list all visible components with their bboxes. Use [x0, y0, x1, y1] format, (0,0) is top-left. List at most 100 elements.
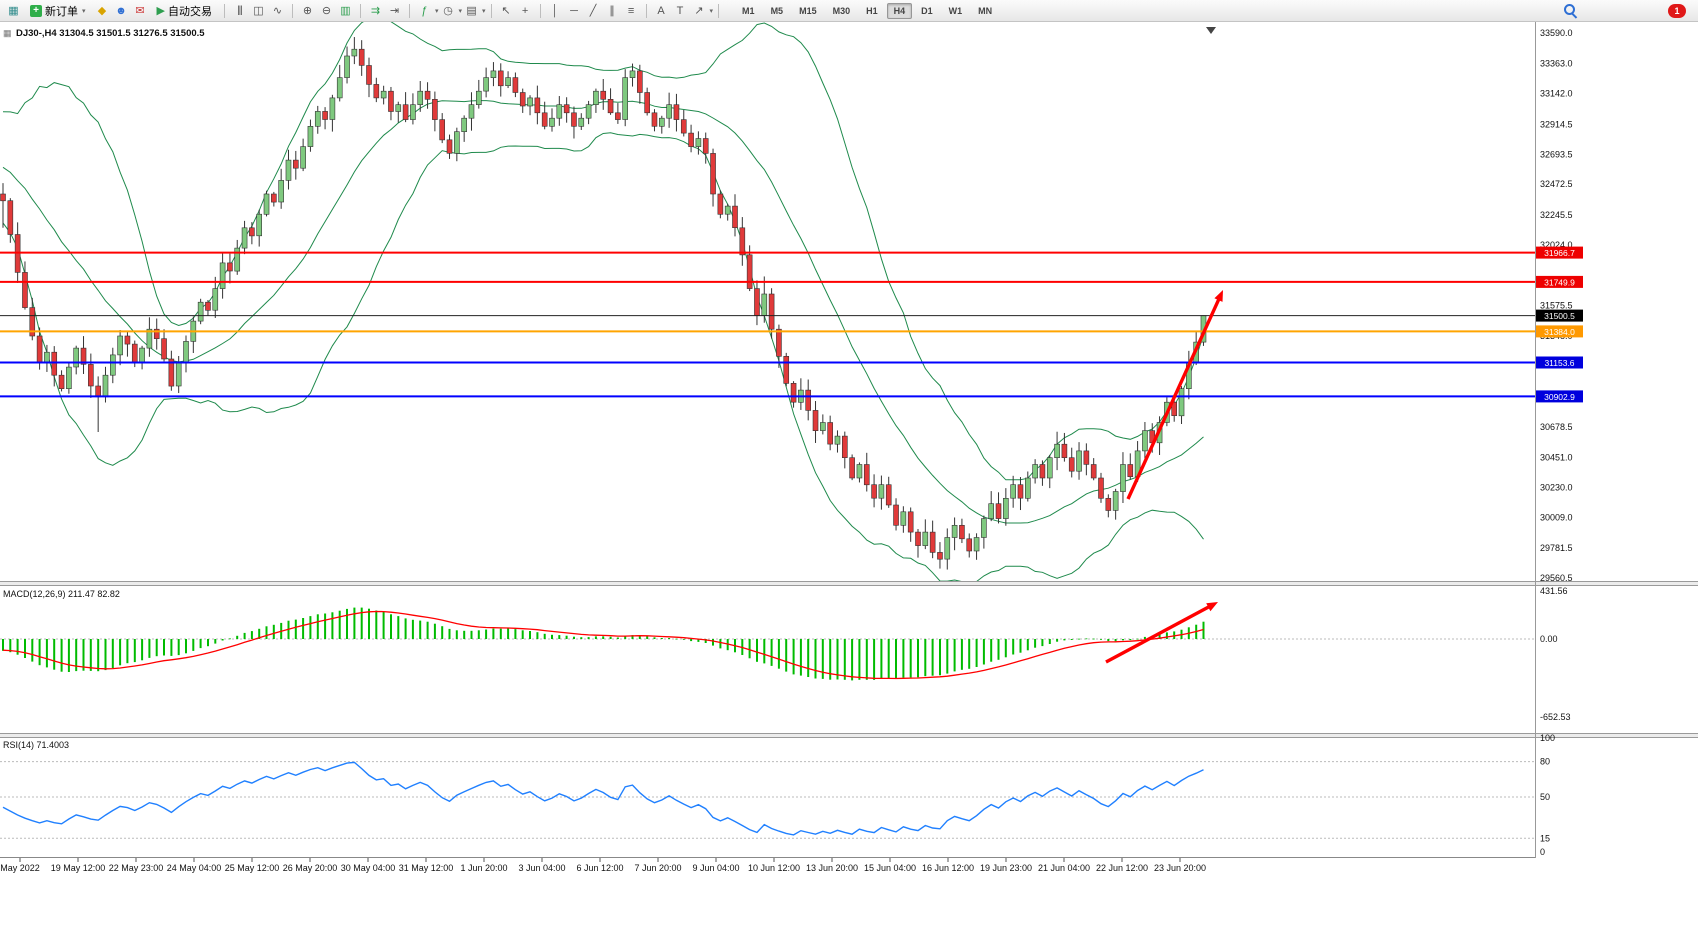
timeframe-M15[interactable]: M15	[799, 5, 817, 16]
candle	[827, 415, 833, 451]
rsi-axis-label: 50	[1540, 792, 1550, 802]
candle	[929, 520, 936, 559]
chevron-down-icon[interactable]: ▾	[458, 7, 463, 15]
panel-separator[interactable]	[0, 733, 1698, 734]
news-icon[interactable]: ✉	[135, 5, 145, 17]
candle	[1032, 459, 1038, 484]
candle	[417, 81, 424, 112]
indicators-icon[interactable]: ƒ	[421, 4, 428, 17]
timeframe-M5[interactable]: M5	[770, 5, 784, 16]
search-icon[interactable]	[1563, 3, 1578, 18]
ohlc-readout: DJ30-,H4 31304.5 31501.5 31276.5 31500.5	[16, 28, 205, 39]
candle	[380, 85, 387, 105]
metaeditor-icon[interactable]: ◆	[97, 5, 107, 17]
trend-arrow-main[interactable]	[1126, 296, 1222, 500]
price-tag-label: 31749.9	[1544, 277, 1575, 287]
bar-chart-icon[interactable]: |||	[237, 5, 243, 16]
templates-icon[interactable]: ▤	[466, 5, 477, 17]
community-icon[interactable]: ☻	[115, 4, 127, 17]
price-tag-label: 31384.0	[1544, 327, 1575, 337]
candle	[168, 350, 175, 391]
chevron-down-icon[interactable]: ▾	[709, 7, 714, 15]
candle	[205, 299, 211, 316]
chart-shift-marker[interactable]	[1206, 27, 1216, 34]
candle	[578, 113, 585, 130]
candlestick-chart-icon[interactable]: ◫	[253, 5, 264, 17]
arrows-tool-icon[interactable]: ↗	[694, 5, 704, 17]
candle	[402, 92, 409, 123]
text-tool-icon[interactable]: A	[657, 4, 665, 17]
candle	[556, 96, 563, 126]
zoom-in-icon[interactable]: ⊕	[302, 5, 313, 17]
candle	[285, 149, 292, 190]
candle	[80, 336, 87, 374]
timeframe-M30[interactable]: M30	[832, 5, 851, 16]
timeframe-MN[interactable]: MN	[978, 5, 993, 16]
candle	[446, 134, 453, 159]
price-chart: ▦ DJ30-,H4 31304.5 31501.5 31276.5 31500.…	[0, 22, 1698, 939]
price-axis-label: 29560.5	[1540, 573, 1573, 583]
time-axis-label: 16 Jun 12:00	[922, 863, 974, 873]
chevron-down-icon[interactable]: ▾	[434, 7, 439, 15]
crosshair-icon[interactable]: +	[521, 4, 529, 17]
trendline-tool-icon[interactable]: ╱	[589, 5, 597, 17]
candle	[410, 93, 416, 125]
candle	[885, 476, 892, 508]
rsi-label: RSI(14) 71.4003	[3, 740, 69, 750]
candle	[688, 124, 694, 153]
rsi-axis-label: 0	[1540, 847, 1545, 857]
price-tag-label: 30902.9	[1544, 392, 1575, 402]
auto-scroll-icon[interactable]: ⇉	[370, 5, 381, 17]
price-axis-label: 32245.5	[1540, 210, 1573, 220]
candle	[988, 491, 995, 522]
toolbar-separator	[291, 3, 293, 18]
candle	[22, 261, 28, 310]
zoom-out-icon[interactable]: ⊖	[321, 5, 332, 17]
timeframe-H4[interactable]: H4	[886, 2, 913, 19]
candle	[439, 113, 446, 144]
price-tag-31384.0	[1536, 325, 1583, 338]
candle	[717, 190, 724, 219]
candle	[51, 346, 58, 387]
candle	[973, 533, 980, 560]
auto-trading-button[interactable]: ▶ 自动交易	[151, 1, 218, 21]
chart-shift-icon[interactable]: ⇥	[389, 5, 400, 17]
toolbar-separator	[718, 3, 720, 18]
horizontal-line-tool-icon[interactable]: ─	[570, 4, 578, 17]
notifications-badge[interactable]: 1	[1668, 3, 1686, 18]
candle	[849, 454, 855, 481]
line-chart-icon[interactable]: ∿	[272, 5, 283, 17]
timeframe-M1[interactable]: M1	[742, 5, 755, 16]
fibonacci-tool-icon[interactable]: ≡	[627, 4, 635, 17]
candle	[336, 64, 343, 102]
channel-tool-icon[interactable]: ∥	[609, 5, 615, 17]
candle	[344, 46, 350, 84]
rsi-axis-label: 100	[1540, 733, 1555, 743]
chevron-down-icon[interactable]: ▾	[482, 7, 486, 15]
timeframe-D1[interactable]: D1	[921, 5, 933, 16]
periods-icon[interactable]: ◷	[443, 5, 453, 17]
candle	[1142, 421, 1148, 459]
panel-separator[interactable]	[0, 581, 1698, 582]
chart-window-mini-icon: ▦	[3, 28, 12, 38]
chevron-down-icon: ▾	[82, 7, 86, 15]
candle	[739, 217, 746, 266]
time-axis-label: 30 May 04:00	[341, 863, 396, 873]
price-axis-label: 30009.0	[1540, 512, 1573, 522]
cursor-icon[interactable]: ↖	[501, 5, 511, 17]
price-axis-label: 32693.5	[1540, 149, 1573, 159]
candle	[373, 77, 380, 103]
trend-arrow-macd[interactable]	[1105, 604, 1212, 664]
candle	[1076, 442, 1082, 480]
candle	[212, 276, 219, 318]
new-order-button[interactable]: + 新订单 ▾	[24, 1, 92, 21]
timeframe-H1[interactable]: H1	[866, 5, 878, 16]
candle	[651, 109, 658, 132]
chart-window-icon[interactable]: ▦	[8, 5, 19, 17]
candle	[227, 253, 233, 284]
candle	[768, 288, 775, 339]
timeframe-W1[interactable]: W1	[948, 5, 963, 16]
tile-windows-icon[interactable]: ▥	[340, 5, 351, 17]
vertical-line-tool-icon[interactable]: │	[551, 4, 559, 17]
label-tool-icon[interactable]: T	[676, 4, 684, 17]
